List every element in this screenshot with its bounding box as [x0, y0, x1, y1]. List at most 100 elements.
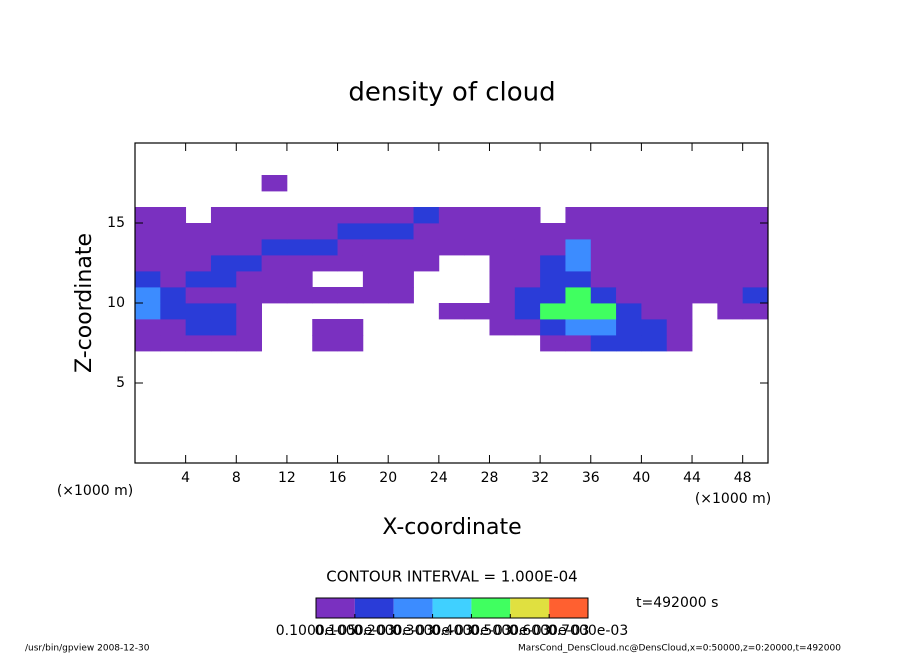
- field-cell: [236, 335, 262, 352]
- field-cell: [185, 287, 212, 304]
- y-axis-label: Z-coordinate: [72, 233, 97, 373]
- field-cell: [185, 239, 212, 256]
- field-cell: [438, 239, 465, 256]
- x-tick-label: 48: [734, 470, 752, 486]
- field-cell: [337, 287, 364, 304]
- x-tick-label: 36: [582, 470, 600, 486]
- field-cell: [135, 207, 161, 224]
- field-cell: [666, 223, 693, 240]
- field-cell: [717, 303, 744, 320]
- field-cell: [261, 255, 288, 272]
- field-cell: [160, 287, 187, 304]
- colorbar-label: 0.4000e-03: [431, 623, 511, 639]
- field-cell: [489, 239, 516, 256]
- field-cell: [261, 175, 288, 192]
- field-cell: [185, 255, 212, 272]
- field-cell: [641, 223, 668, 240]
- field-cell: [185, 303, 212, 320]
- y-tick-label: 5: [116, 375, 125, 391]
- field-cell: [565, 207, 592, 224]
- field-cell: [641, 255, 668, 272]
- field-cell: [692, 207, 718, 224]
- field-cell: [135, 335, 161, 352]
- field-cell: [565, 335, 592, 352]
- field-cell: [210, 255, 237, 272]
- x-tick-label: 40: [632, 470, 650, 486]
- footer-left: /usr/bin/gpview 2008-12-30: [25, 644, 150, 654]
- field-cell: [540, 271, 566, 288]
- field-cell: [210, 271, 237, 288]
- field-cell: [388, 287, 414, 304]
- field-cell: [565, 239, 592, 256]
- field-cell: [514, 303, 541, 320]
- field-cell: [261, 207, 288, 224]
- field-cell: [312, 239, 338, 256]
- field-cell: [362, 207, 389, 224]
- field-cell: [540, 223, 566, 240]
- colorbar-label: 0.1000e-05: [276, 623, 356, 639]
- field-cell: [464, 239, 490, 256]
- field-cell: [742, 271, 769, 288]
- field-cell: [337, 319, 364, 336]
- field-cell: [362, 223, 389, 240]
- colorbar-segment: [432, 598, 472, 618]
- field-cell: [337, 255, 364, 272]
- field-cell: [540, 287, 566, 304]
- field-cell: [160, 319, 187, 336]
- field-cell: [742, 223, 769, 240]
- field-cell: [692, 255, 718, 272]
- field-cell: [616, 271, 642, 288]
- field-cell: [692, 239, 718, 256]
- time-label: t=492000 s: [636, 595, 718, 611]
- field-cell: [286, 207, 313, 224]
- field-cell: [362, 287, 389, 304]
- field-cell: [514, 287, 541, 304]
- field-cell: [565, 271, 592, 288]
- colorbar-segment: [549, 598, 588, 618]
- field-cell: [540, 303, 566, 320]
- field-cell: [666, 319, 693, 336]
- field-cell: [489, 207, 516, 224]
- field-cell: [489, 255, 516, 272]
- field-cell: [590, 287, 617, 304]
- field-cell: [616, 239, 642, 256]
- x-tick-label: 12: [278, 470, 296, 486]
- field-cell: [160, 255, 187, 272]
- field-cell: [337, 239, 364, 256]
- field-cell: [312, 319, 338, 336]
- field-cell: [742, 303, 769, 320]
- footer-right: MarsCond_DensCloud.nc@DensCloud,x=0:5000…: [518, 644, 841, 654]
- chart-title: density of cloud: [348, 78, 555, 108]
- colorbar-segment: [471, 598, 511, 618]
- field-cell: [742, 207, 769, 224]
- field-cell: [742, 255, 769, 272]
- field-cell: [210, 239, 237, 256]
- colorbar-segment: [510, 598, 550, 618]
- field-cell: [135, 319, 161, 336]
- field-cell: [717, 239, 744, 256]
- field-cell: [742, 239, 769, 256]
- field-cell: [236, 255, 262, 272]
- field-cell: [413, 239, 440, 256]
- colorbar-segment: [393, 598, 433, 618]
- field-cell: [185, 319, 212, 336]
- field-cell: [717, 207, 744, 224]
- field-cell: [489, 223, 516, 240]
- field-cell: [438, 303, 465, 320]
- field-cell: [135, 287, 161, 304]
- field-cell: [692, 271, 718, 288]
- field-cell: [590, 239, 617, 256]
- y-tick-label: 10: [107, 295, 125, 311]
- field-cell: [286, 271, 313, 288]
- colorbar-label: 0.7000e-03: [548, 623, 628, 639]
- field-cell: [540, 319, 566, 336]
- field-cell: [540, 239, 566, 256]
- field-cell: [286, 223, 313, 240]
- field-cell: [286, 239, 313, 256]
- field-cell: [135, 239, 161, 256]
- field-cell: [337, 207, 364, 224]
- field-cell: [362, 239, 389, 256]
- colorbar-label: 0.5000e-03: [470, 623, 550, 639]
- field-cell: [160, 335, 187, 352]
- x-tick-label: 16: [329, 470, 347, 486]
